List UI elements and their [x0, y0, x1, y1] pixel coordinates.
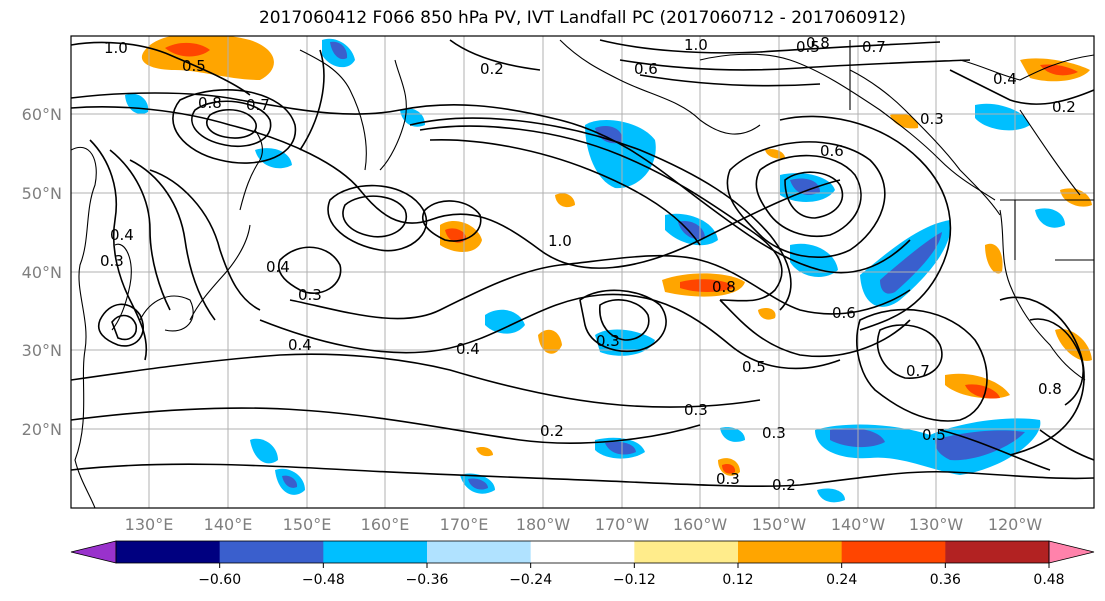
contour-label: 0.3: [684, 401, 708, 419]
contour-label: 0.3: [100, 252, 124, 270]
contour-label: 0.5: [182, 57, 206, 75]
contour-label: 0.7: [862, 38, 886, 56]
contour-label: 0.6: [820, 142, 844, 160]
lon-label: 150°E: [283, 515, 332, 534]
colorbar-segment: [945, 541, 1050, 563]
colorbar-tick-label: 0.36: [930, 572, 961, 588]
lat-label: 60°N: [22, 105, 62, 124]
lon-label: 140°E: [204, 515, 253, 534]
lon-label: 140°W: [831, 515, 886, 534]
colorbar-tick-label: −0.36: [406, 572, 449, 588]
contour-labels: 1.0 0.5 0.8 0.7 0.2 0.5 0.4 0.6 0.8 0.7 …: [100, 34, 1076, 494]
colorbar-segment: [530, 541, 635, 563]
lon-label: 160°E: [361, 515, 410, 534]
contour-label: 0.2: [772, 476, 796, 494]
colorbar-outline: [115, 540, 1050, 564]
contour-label: 0.4: [266, 258, 290, 276]
longitude-labels: 130°E 140°E 150°E 160°E 170°E 180°W 170°…: [125, 515, 1043, 534]
map-border: [70, 35, 1095, 509]
lon-label: 170°E: [440, 515, 489, 534]
contour-label: 0.8: [1038, 380, 1062, 398]
lat-label: 20°N: [22, 420, 62, 439]
lat-label: 30°N: [22, 341, 62, 360]
colorbar-segment: [70, 540, 117, 564]
colorbar-tick-label: 0.12: [722, 572, 753, 588]
colorbar-segment: [738, 541, 843, 563]
contour-label: 0.8: [712, 278, 736, 296]
contour-label: 0.2: [540, 422, 564, 440]
contour-label: 1.0: [684, 36, 708, 54]
colorbar-tick-label: 0.48: [1033, 572, 1064, 588]
colorbar-segment: [427, 541, 532, 563]
lat-label: 50°N: [22, 184, 62, 203]
colorbar-segment: [1048, 540, 1095, 564]
lon-label: 170°W: [595, 515, 650, 534]
contour-label: 0.3: [920, 110, 944, 128]
lon-label: 160°W: [673, 515, 728, 534]
contour-label: 0.7: [906, 362, 930, 380]
contour-label: 0.6: [832, 304, 856, 322]
contour-label: 0.5: [922, 426, 946, 444]
colorbar-ticks: −0.60 −0.48 −0.36 −0.24 −0.12 0.12 0.24 0.36 0.4…: [198, 563, 1065, 588]
contour-label: 0.8: [198, 94, 222, 112]
contour-label: 0.4: [288, 336, 312, 354]
graticule: [71, 36, 1094, 508]
coastlines: [71, 39, 1094, 508]
contour-label: 0.3: [762, 424, 786, 442]
contour-label: 0.3: [716, 470, 740, 488]
lon-label: 150°W: [752, 515, 807, 534]
latitude-labels: 60°N 50°N 40°N 30°N 20°N: [22, 105, 62, 439]
pv-contours: [71, 39, 1094, 488]
colorbar-tick-label: 0.24: [826, 572, 857, 588]
contour-label: 0.3: [596, 332, 620, 350]
contour-label: 0.5: [796, 38, 820, 56]
contour-label: 0.4: [993, 70, 1017, 88]
colorbar-tick-label: −0.12: [613, 572, 656, 588]
colorbar-segment: [116, 541, 221, 563]
contour-label: 0.3: [298, 286, 322, 304]
contour-label: 0.2: [1052, 98, 1076, 116]
colorbar-segment: [634, 541, 739, 563]
colorbar-segment: [323, 541, 428, 563]
lat-label: 40°N: [22, 263, 62, 282]
colorbar-tick-label: −0.60: [198, 572, 241, 588]
lon-label: 130°W: [909, 515, 964, 534]
contour-label: 0.5: [742, 358, 766, 376]
lon-label: 180°W: [516, 515, 571, 534]
colorbar-tick-label: −0.24: [509, 572, 552, 588]
lon-label: 120°W: [988, 515, 1043, 534]
colorbar-segment: [841, 541, 946, 563]
lon-label: 130°E: [125, 515, 174, 534]
contour-label: 0.7: [246, 96, 270, 114]
colorbar-tick-label: −0.48: [302, 572, 345, 588]
colorbar: [70, 540, 1095, 564]
contour-label: 0.6: [634, 60, 658, 78]
map-title: 2017060412 F066 850 hPa PV, IVT Landfall…: [258, 8, 906, 28]
contour-label: 1.0: [548, 232, 572, 250]
contour-label: 0.4: [456, 340, 480, 358]
contour-label: 0.2: [480, 60, 504, 78]
contour-label: 0.4: [110, 226, 134, 244]
contour-label: 0.8: [806, 34, 830, 52]
colorbar-segment: [219, 541, 324, 563]
contour-label: 1.0: [104, 39, 128, 57]
